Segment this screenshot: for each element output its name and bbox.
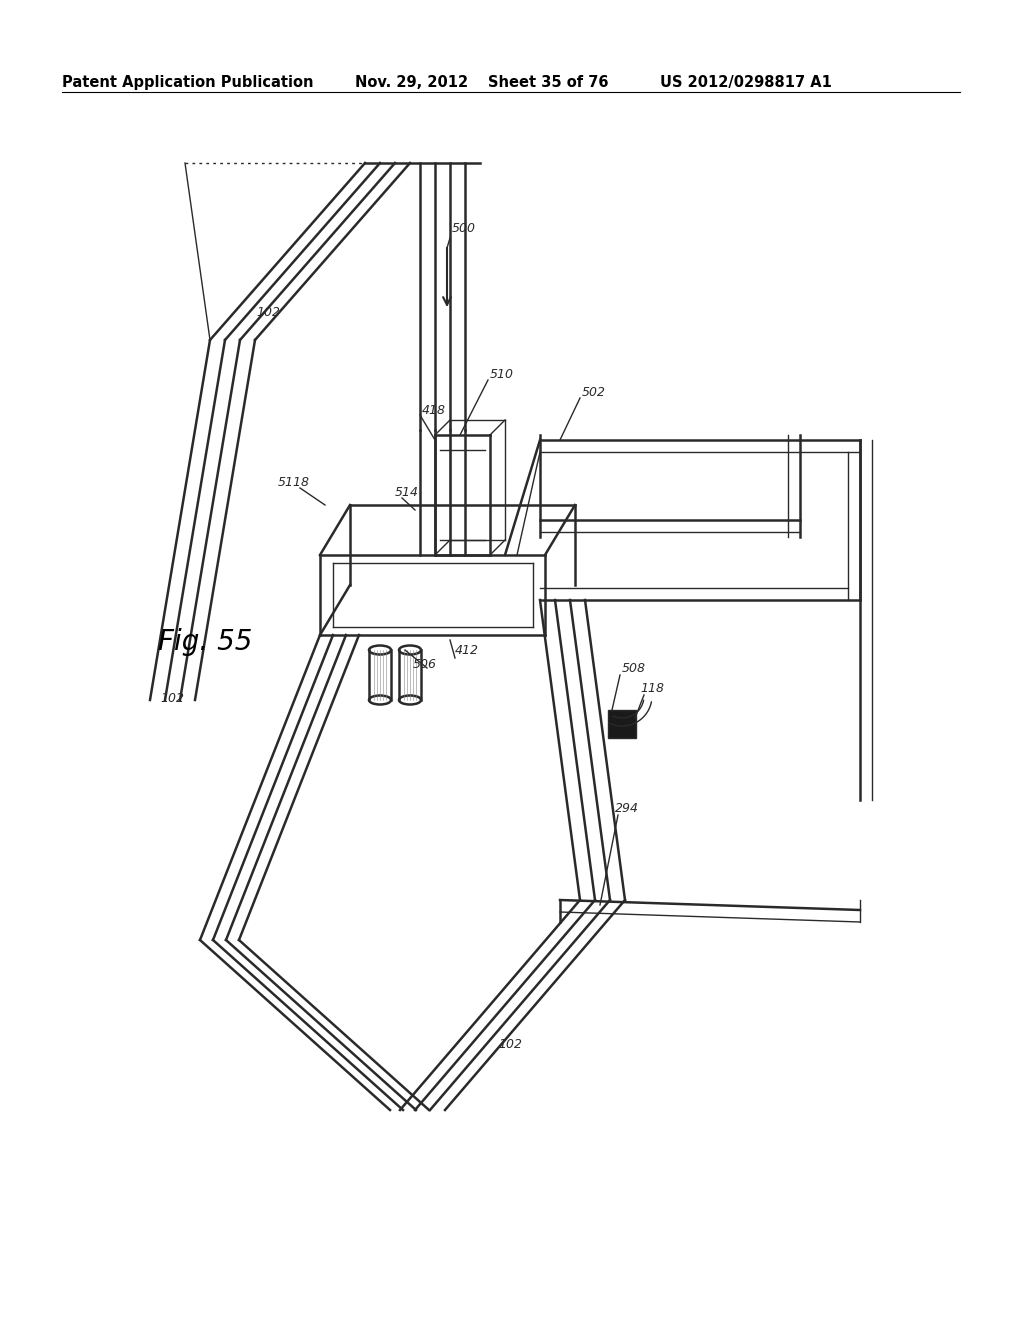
Text: 118: 118 <box>640 681 664 694</box>
Text: 508: 508 <box>622 661 646 675</box>
Text: 102: 102 <box>160 692 184 705</box>
Text: 412: 412 <box>455 644 479 656</box>
Text: 294: 294 <box>615 801 639 814</box>
Text: Nov. 29, 2012: Nov. 29, 2012 <box>355 75 468 90</box>
Text: Sheet 35 of 76: Sheet 35 of 76 <box>488 75 608 90</box>
Text: 102: 102 <box>256 305 280 318</box>
Text: 514: 514 <box>395 487 419 499</box>
Text: Patent Application Publication: Patent Application Publication <box>62 75 313 90</box>
Text: 506: 506 <box>413 659 437 672</box>
Bar <box>608 710 636 738</box>
Text: 510: 510 <box>490 368 514 381</box>
Text: Fig. 55: Fig. 55 <box>158 628 252 656</box>
Text: 5118: 5118 <box>278 477 310 490</box>
Text: 418: 418 <box>422 404 446 417</box>
Text: 500: 500 <box>452 222 476 235</box>
Text: 502: 502 <box>582 385 606 399</box>
Text: US 2012/0298817 A1: US 2012/0298817 A1 <box>660 75 831 90</box>
Text: 102: 102 <box>498 1039 522 1052</box>
